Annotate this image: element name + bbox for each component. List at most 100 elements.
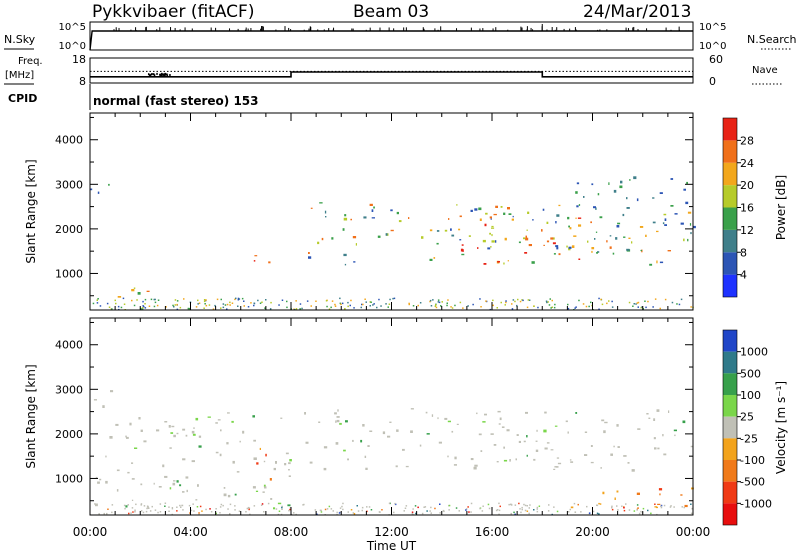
power-scatter-cell xyxy=(459,215,462,218)
velocity-scatter-cell xyxy=(423,506,425,508)
power-scatter-cell xyxy=(664,224,667,226)
power-scatter-cell xyxy=(656,260,658,264)
velocity-scatter-cell xyxy=(146,507,148,510)
x-tick-label: 00:00 xyxy=(676,525,711,539)
velocity-scatter-cell xyxy=(336,511,338,514)
velocity-scatter-cell xyxy=(168,506,170,508)
velocity-scatter-cell xyxy=(131,507,134,509)
velocity-scatter-cell xyxy=(497,410,501,413)
power-scatter-cell xyxy=(369,301,371,303)
velocity-scatter-cell xyxy=(616,424,619,427)
power-scatter-cell xyxy=(451,234,455,237)
velocity-scatter-cell xyxy=(190,509,193,512)
velocity-scatter-cell xyxy=(654,506,658,508)
velocity-scatter-cell xyxy=(555,466,559,468)
power-scatter-cell xyxy=(253,302,255,305)
velocity-scatter-cell xyxy=(503,459,508,462)
velocity-scatter-cell xyxy=(482,505,484,507)
velocity-scatter-cell xyxy=(185,434,188,437)
power-scatter-cell xyxy=(226,308,228,310)
velocity-scatter-cell xyxy=(614,497,616,500)
velocity-scatter-cell xyxy=(412,508,414,510)
power-scatter-cell xyxy=(500,206,503,208)
power-scatter-cell xyxy=(373,303,375,305)
velocity-scatter-cell xyxy=(164,505,166,507)
noise-right-tick-label: 10^0 xyxy=(699,41,726,52)
velocity-scatter-cell xyxy=(501,426,505,428)
power-scatter-cell xyxy=(142,300,144,303)
power-scatter-cell xyxy=(417,304,419,307)
velocity-scatter-cell xyxy=(164,502,167,504)
velocity-scatter-cell xyxy=(525,411,528,414)
power-scatter-cell xyxy=(619,185,623,189)
velocity-scatter-cell xyxy=(396,429,399,432)
velocity-scatter-cell xyxy=(650,512,652,515)
power-scatter-cell xyxy=(204,303,206,305)
power-scatter-cell xyxy=(645,234,647,237)
power-scatter-cell xyxy=(680,222,684,225)
velocity-scatter-cell xyxy=(627,462,630,464)
power-scatter-cell xyxy=(503,212,506,215)
velocity-scatter-cell xyxy=(570,461,574,463)
velocity-scatter-cell xyxy=(151,505,153,508)
power-scatter-cell xyxy=(179,306,182,309)
velocity-scatter-cell xyxy=(656,409,660,412)
velocity-scatter-cell xyxy=(451,430,454,433)
power-scatter-cell xyxy=(377,235,381,238)
velocity-scatter-cell xyxy=(411,512,414,515)
velocity-scatter-cell xyxy=(182,509,184,511)
power-scatter-cell xyxy=(156,304,159,307)
power-scatter-cell xyxy=(390,229,394,232)
power-scatter-cell xyxy=(265,299,267,301)
power-scatter-cell xyxy=(547,301,549,303)
velocity-scatter-cell xyxy=(320,509,322,512)
power-scatter-cell xyxy=(380,305,382,307)
velocity-scatter-cell xyxy=(126,436,129,439)
velocity-scatter-cell xyxy=(638,512,641,515)
power-scatter-cell xyxy=(153,298,155,301)
power-scatter-cell xyxy=(165,306,167,308)
power-scatter-cell xyxy=(111,308,113,310)
power-scatter-cell xyxy=(527,299,530,301)
power-scatter-cell xyxy=(633,303,635,305)
power-scatter-cell xyxy=(636,302,639,304)
velocity-scatter-cell xyxy=(267,502,270,505)
velocity-scatter-cell xyxy=(176,510,178,512)
power-scatter-cell xyxy=(319,202,323,204)
velocity-scatter-cell xyxy=(173,480,176,482)
velocity-scatter-cell xyxy=(470,502,473,505)
power-scatter-cell xyxy=(620,180,623,184)
velocity-scatter-cell xyxy=(125,435,127,438)
velocity-scatter-cell xyxy=(169,447,172,449)
velocity-scatter-cell xyxy=(132,511,134,513)
power-scatter-cell xyxy=(392,297,394,300)
power-scatter-cell xyxy=(685,201,689,205)
velocity-scatter-cell xyxy=(343,449,346,452)
power-scatter-cell xyxy=(576,205,579,208)
velocity-scatter-cell xyxy=(556,457,560,459)
power-scatter-cell xyxy=(489,216,492,219)
velocity-scatter-cell xyxy=(185,476,189,479)
colorbar-label: Velocity [m s⁻¹] xyxy=(774,381,788,474)
velocity-scatter-cell xyxy=(498,423,501,425)
power-scatter-cell xyxy=(325,216,327,218)
velocity-scatter-cell xyxy=(584,454,588,456)
power-scatter-cell xyxy=(687,238,689,242)
colorbar-swatch xyxy=(723,118,737,141)
power-scatter-cell xyxy=(220,307,222,309)
power-scatter-cell xyxy=(639,226,644,228)
power-scatter-cell xyxy=(450,228,452,231)
power-scatter-cell xyxy=(483,263,487,265)
power-scatter-cell xyxy=(438,301,441,304)
velocity-scatter-cell xyxy=(125,505,128,508)
x-tick-label: 12:00 xyxy=(374,525,409,539)
power-scatter-cell xyxy=(674,213,678,215)
power-scatter-cell xyxy=(173,306,175,308)
power-scatter-cell xyxy=(146,290,150,292)
power-scatter-cell xyxy=(571,245,575,248)
power-scatter-cell xyxy=(157,299,160,301)
velocity-scatter-cell xyxy=(447,420,451,423)
velocity-scatter-cell xyxy=(533,458,536,461)
power-scatter-cell xyxy=(353,261,356,263)
velocity-scatter-cell xyxy=(227,494,231,498)
